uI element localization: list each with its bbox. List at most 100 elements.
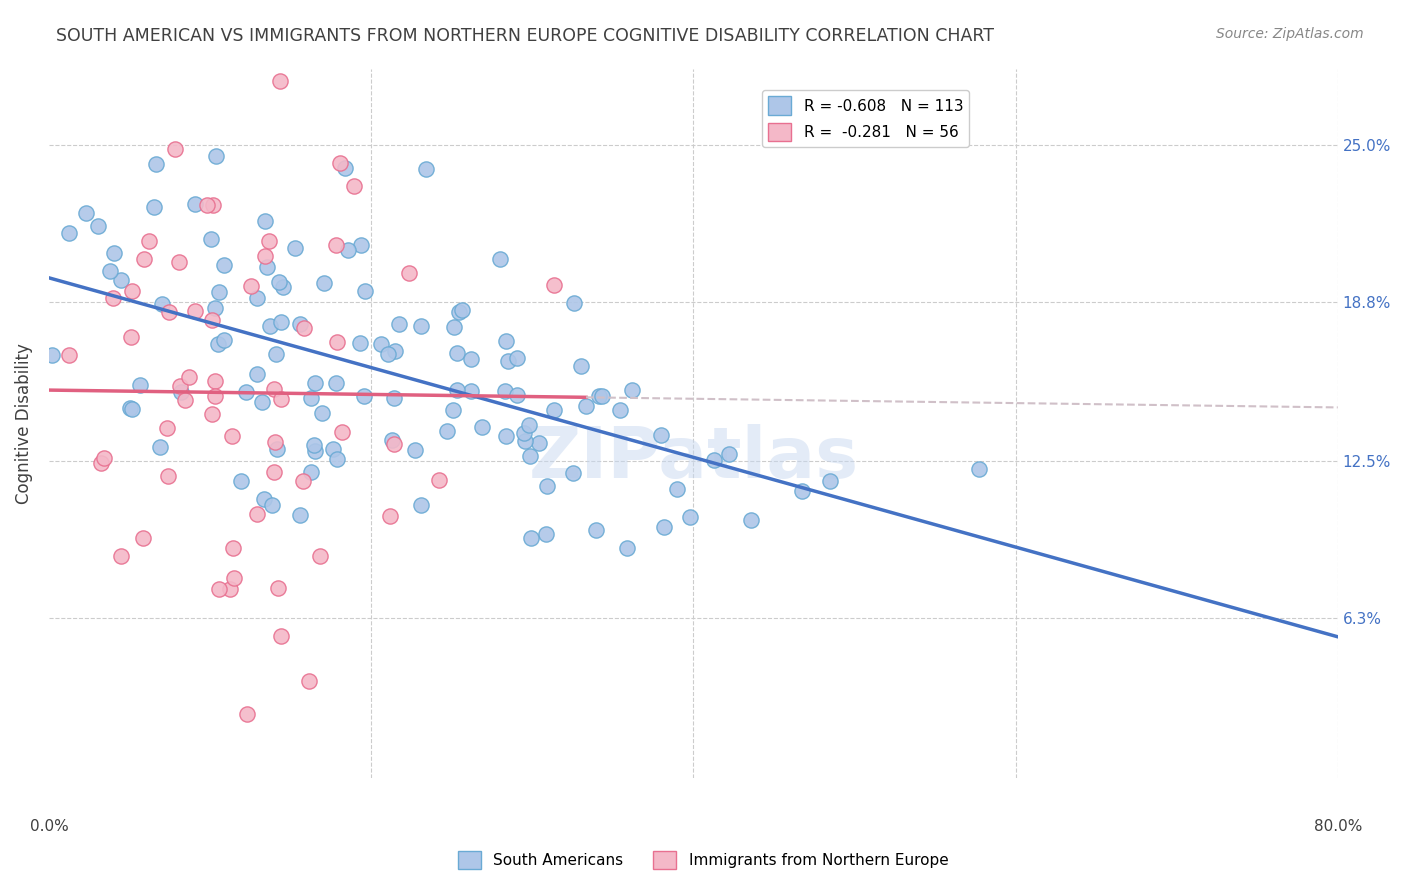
- Point: [204, 301, 226, 315]
- Point: [449, 305, 471, 319]
- Point: [103, 245, 125, 260]
- Point: [446, 346, 468, 360]
- Point: [267, 581, 290, 595]
- Point: [138, 234, 160, 248]
- Text: Source: ZipAtlas.com: Source: ZipAtlas.com: [1216, 27, 1364, 41]
- Point: [197, 198, 219, 212]
- Point: [221, 541, 243, 556]
- Point: [446, 383, 468, 397]
- Point: [404, 442, 426, 457]
- Point: [204, 374, 226, 388]
- Point: [157, 305, 180, 319]
- Point: [489, 252, 512, 266]
- Point: [308, 549, 330, 563]
- Point: [169, 378, 191, 392]
- Point: [120, 330, 142, 344]
- Point: [343, 178, 366, 193]
- Point: [98, 263, 121, 277]
- Point: [235, 385, 257, 400]
- Point: [519, 418, 541, 433]
- Point: [381, 433, 404, 447]
- Point: [543, 278, 565, 293]
- Point: [506, 351, 529, 365]
- Point: [427, 474, 450, 488]
- Point: [562, 466, 585, 480]
- Point: [250, 395, 273, 409]
- Point: [790, 483, 813, 498]
- Point: [214, 258, 236, 272]
- Point: [239, 279, 262, 293]
- Point: [703, 452, 725, 467]
- Point: [143, 200, 166, 214]
- Point: [666, 482, 689, 496]
- Point: [443, 319, 465, 334]
- Point: [266, 442, 288, 456]
- Point: [411, 498, 433, 512]
- Text: ZIPatlas: ZIPatlas: [529, 425, 859, 493]
- Point: [58, 226, 80, 240]
- Text: 80.0%: 80.0%: [1313, 819, 1362, 834]
- Point: [609, 402, 631, 417]
- Point: [312, 276, 335, 290]
- Legend: South Americans, Immigrants from Northern Europe: South Americans, Immigrants from Norther…: [451, 845, 955, 875]
- Point: [304, 376, 326, 390]
- Point: [132, 532, 155, 546]
- Point: [179, 370, 201, 384]
- Point: [207, 337, 229, 351]
- Point: [269, 74, 291, 88]
- Point: [253, 214, 276, 228]
- Point: [101, 291, 124, 305]
- Point: [398, 266, 420, 280]
- Point: [299, 391, 322, 405]
- Point: [253, 249, 276, 263]
- Point: [208, 285, 231, 299]
- Point: [169, 254, 191, 268]
- Point: [679, 509, 702, 524]
- Point: [204, 389, 226, 403]
- Point: [311, 406, 333, 420]
- Point: [257, 234, 280, 248]
- Text: 0.0%: 0.0%: [30, 819, 69, 834]
- Point: [322, 442, 344, 456]
- Point: [201, 407, 224, 421]
- Point: [156, 468, 179, 483]
- Point: [292, 321, 315, 335]
- Point: [90, 456, 112, 470]
- Point: [353, 284, 375, 298]
- Point: [519, 450, 541, 464]
- Point: [378, 509, 401, 524]
- Point: [818, 474, 841, 488]
- Point: [149, 440, 172, 454]
- Point: [150, 297, 173, 311]
- Point: [967, 462, 990, 476]
- Point: [377, 347, 399, 361]
- Point: [326, 451, 349, 466]
- Point: [329, 155, 352, 169]
- Point: [527, 436, 550, 450]
- Point: [512, 426, 534, 441]
- Point: [575, 399, 598, 413]
- Point: [436, 425, 458, 439]
- Point: [349, 336, 371, 351]
- Point: [134, 252, 156, 266]
- Point: [415, 162, 437, 177]
- Point: [460, 351, 482, 366]
- Point: [652, 520, 675, 534]
- Point: [350, 238, 373, 252]
- Point: [562, 296, 585, 310]
- Point: [121, 284, 143, 298]
- Point: [441, 403, 464, 417]
- Point: [208, 582, 231, 597]
- Text: SOUTH AMERICAN VS IMMIGRANTS FROM NORTHERN EUROPE COGNITIVE DISABILITY CORRELATI: SOUTH AMERICAN VS IMMIGRANTS FROM NORTHE…: [56, 27, 994, 45]
- Point: [219, 582, 242, 597]
- Point: [325, 237, 347, 252]
- Point: [184, 304, 207, 318]
- Point: [173, 392, 195, 407]
- Point: [284, 241, 307, 255]
- Point: [87, 219, 110, 233]
- Point: [717, 447, 740, 461]
- Point: [270, 315, 292, 329]
- Point: [253, 492, 276, 507]
- Point: [370, 336, 392, 351]
- Point: [224, 571, 246, 585]
